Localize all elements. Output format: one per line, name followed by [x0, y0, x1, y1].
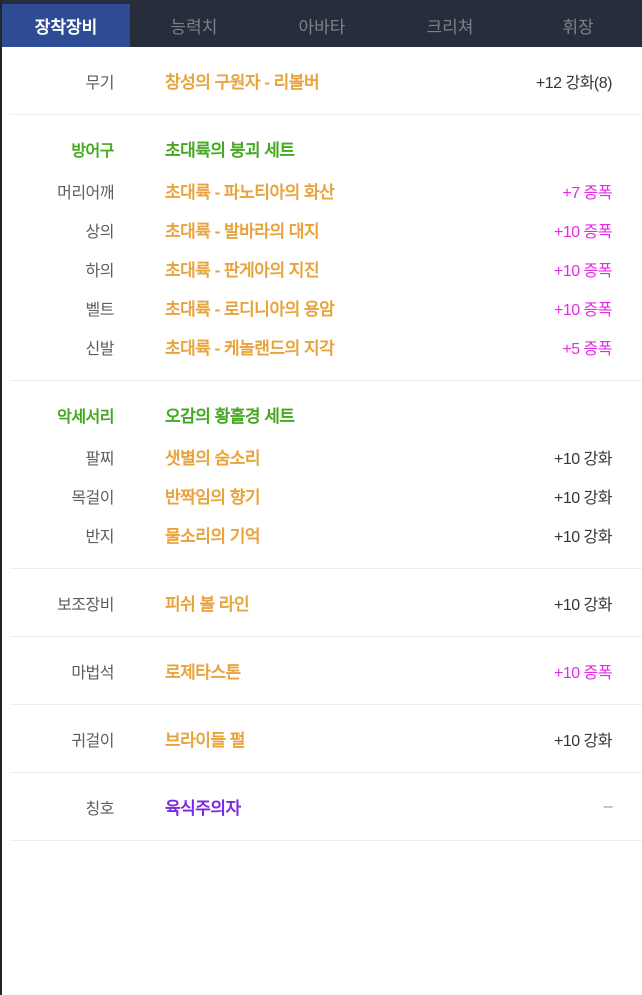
enhancement-value: +7 증폭: [562, 184, 612, 202]
equipment-row: 하의 초대륙 - 판게아의 지진 +10 증폭: [2, 249, 642, 288]
equipment-row: 마법석 로제타스톤 +10 증폭: [2, 637, 642, 704]
section-sub-equipment: 보조장비 피쉬 볼 라인 +10 강화: [2, 569, 642, 636]
slot-label: 방어구: [71, 142, 114, 160]
item-name[interactable]: 육식주의자: [165, 799, 241, 818]
slot-label: 반지: [85, 528, 115, 546]
slot-label: 칭호: [85, 800, 115, 818]
slot-label: 보조장비: [57, 596, 114, 614]
section-divider: [10, 568, 642, 569]
slot-label: 악세서리: [57, 408, 114, 426]
enhancement-value: +12 강화(8): [535, 74, 613, 92]
enhancement-value: +10 강화: [553, 596, 613, 614]
item-name[interactable]: 초대륙 - 발바라의 대지: [165, 222, 320, 241]
section-divider: [10, 380, 642, 381]
tab-equipped-gear[interactable]: 장착장비: [2, 4, 130, 47]
section-magic-stone: 마법석 로제타스톤 +10 증폭: [2, 637, 642, 704]
slot-label: 상의: [85, 223, 115, 241]
equipment-row: 팔찌 샛별의 숨소리 +10 강화: [2, 437, 642, 476]
enhancement-value: +10 강화: [553, 732, 613, 750]
slot-label: 하의: [85, 262, 115, 280]
set-header-armor: 방어구 초대륙의 붕괴 세트: [2, 127, 642, 171]
set-name[interactable]: 오감의 황홀경 세트: [165, 407, 295, 426]
slot-label: 신발: [85, 340, 115, 358]
equipment-row: 상의 초대륙 - 발바라의 대지 +10 증폭: [2, 210, 642, 249]
enhancement-value: +10 강화: [553, 489, 613, 507]
section-armor: 방어구 초대륙의 붕괴 세트 머리어깨 초대륙 - 파노티아의 화산 +7 증폭 상의 초대…: [2, 115, 642, 380]
section-earring: 귀걸이 브라이들 펄 +10 강화: [2, 705, 642, 772]
set-name[interactable]: 초대륙의 붕괴 세트: [165, 141, 295, 160]
enhancement-value: +10 증폭: [553, 223, 613, 241]
section-accessory: 악세서리 오감의 황홀경 세트 팔찌 샛별의 숨소리 +10 강화 목걸이 반짝임의 향기 +…: [2, 381, 642, 568]
tab-creature[interactable]: 크리쳐: [426, 18, 474, 37]
section-divider: [10, 636, 642, 637]
equipment-row: 목걸이 반짝임의 향기 +10 강화: [2, 476, 642, 515]
equipment-row: 벨트 초대륙 - 로디니아의 용암 +10 증폭: [2, 288, 642, 327]
enhancement-value: +10 증폭: [553, 262, 613, 280]
enhancement-value: +5 증폭: [562, 340, 612, 358]
item-name[interactable]: 샛별의 숨소리: [165, 449, 261, 468]
section-divider: [10, 114, 642, 115]
section-divider: [10, 840, 642, 841]
set-header-accessory: 악세서리 오감의 황홀경 세트: [2, 393, 642, 437]
item-name[interactable]: 물소리의 기억: [165, 527, 261, 546]
section-title: 칭호 육식주의자 –: [2, 773, 642, 840]
equipment-row: 귀걸이 브라이들 펄 +10 강화: [2, 705, 642, 772]
section-divider: [10, 704, 642, 705]
item-name[interactable]: 초대륙 - 파노티아의 화산: [165, 183, 335, 202]
equipment-row: 보조장비 피쉬 볼 라인 +10 강화: [2, 569, 642, 636]
item-name[interactable]: 초대륙 - 판게아의 지진: [165, 261, 320, 280]
enhancement-value: +10 증폭: [553, 664, 613, 682]
enhancement-value: +10 강화: [553, 528, 613, 546]
slot-label: 귀걸이: [71, 732, 114, 750]
slot-label: 마법석: [71, 664, 114, 682]
slot-label: 팔찌: [85, 450, 115, 468]
equipment-row: 칭호 육식주의자 –: [2, 773, 642, 840]
slot-label: 벨트: [85, 301, 115, 319]
enhancement-value: +10 증폭: [553, 301, 613, 319]
equipment-row: 반지 물소리의 기억 +10 강화: [2, 515, 642, 554]
item-name[interactable]: 창성의 구원자 - 리볼버: [165, 73, 320, 92]
slot-label: 무기: [85, 74, 115, 92]
item-name[interactable]: 초대륙 - 케놀랜드의 지각: [165, 339, 335, 358]
tab-insignia[interactable]: 휘장: [562, 18, 594, 37]
enhancement-value: +10 강화: [553, 450, 613, 468]
section-weapon: 무기 창성의 구원자 - 리볼버 +12 강화(8): [2, 47, 642, 114]
tab-avatar[interactable]: 아바타: [298, 18, 346, 37]
item-name[interactable]: 반짝임의 향기: [165, 488, 261, 507]
section-divider: [10, 772, 642, 773]
page-left-border: [0, 0, 2, 995]
slot-label: 머리어깨: [57, 184, 114, 202]
enhancement-value: –: [603, 797, 613, 815]
tab-stats[interactable]: 능력치: [170, 18, 218, 37]
slot-label: 목걸이: [71, 489, 114, 507]
equipment-row: 무기 창성의 구원자 - 리볼버 +12 강화(8): [2, 47, 642, 114]
item-name[interactable]: 로제타스톤: [165, 663, 241, 682]
equipment-row: 머리어깨 초대륙 - 파노티아의 화산 +7 증폭: [2, 171, 642, 210]
equipment-row: 신발 초대륙 - 케놀랜드의 지각 +5 증폭: [2, 327, 642, 366]
item-name[interactable]: 브라이들 펄: [165, 731, 245, 750]
equipment-tab-bar: 장착장비 능력치 아바타 크리쳐 휘장: [2, 0, 642, 47]
item-name[interactable]: 초대륙 - 로디니아의 용암: [165, 300, 335, 319]
item-name[interactable]: 피쉬 볼 라인: [165, 595, 250, 614]
